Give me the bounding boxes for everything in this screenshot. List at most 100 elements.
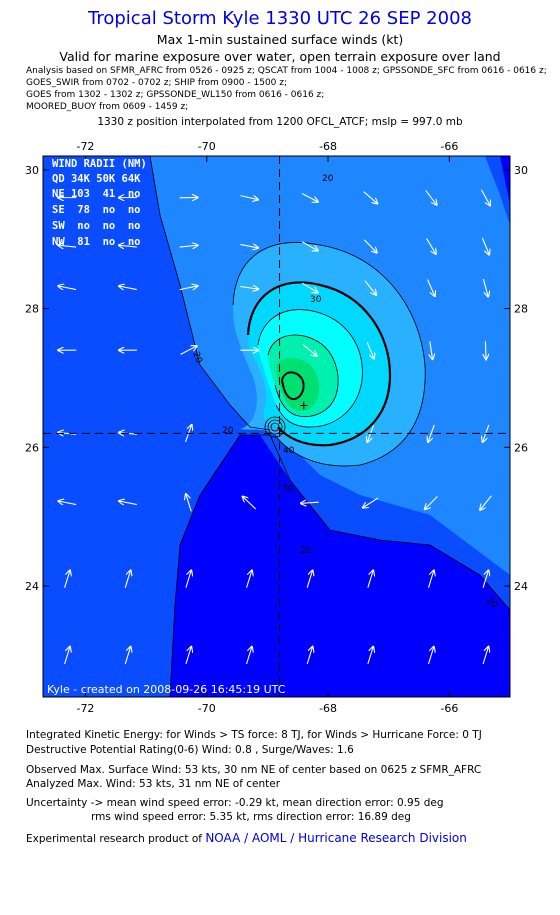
wind-vector bbox=[367, 570, 373, 588]
wind-vector bbox=[180, 346, 197, 355]
analyzed-max-line: Analyzed Max. Wind: 53 kts, 31 nm NE of … bbox=[26, 778, 281, 790]
wind-vector bbox=[58, 501, 77, 505]
y-tick-label-left: 26 bbox=[25, 441, 39, 454]
wind-vector bbox=[363, 497, 379, 508]
dpr-line: Destructive Potential Rating(0-6) Wind: … bbox=[26, 744, 354, 756]
wind-vector bbox=[306, 647, 312, 665]
wind-vector bbox=[363, 239, 377, 253]
wind-vector bbox=[425, 496, 438, 509]
wind-radii-row-sw: SW no no no bbox=[52, 220, 141, 232]
y-tick-label-right: 26 bbox=[514, 441, 528, 454]
wind-vector bbox=[64, 647, 70, 665]
y-tick-label-right: 30 bbox=[514, 164, 528, 177]
isotach-20-south bbox=[269, 434, 510, 611]
isotach-20-east bbox=[169, 434, 270, 697]
wind-vector bbox=[58, 245, 77, 247]
wind-vector bbox=[301, 282, 317, 292]
wind-vector bbox=[306, 570, 312, 588]
valid-note: Valid for marine exposure over water, op… bbox=[59, 49, 501, 64]
max-wind-marker: + bbox=[299, 399, 309, 413]
analysis-line-2: GOES_SWIR from 0702 - 0702 z; SHIP from … bbox=[26, 78, 288, 88]
contour-label-2: 30 bbox=[310, 295, 322, 305]
y-tick-label-left: 28 bbox=[25, 303, 39, 316]
y-tick-label-left: 30 bbox=[25, 164, 39, 177]
contour-fill-layer bbox=[43, 156, 510, 697]
wind-vector bbox=[301, 241, 318, 251]
chart-subtitle: Max 1-min sustained surface winds (kt) bbox=[156, 32, 404, 47]
wind-vector bbox=[185, 647, 191, 665]
wind-vector bbox=[58, 286, 77, 290]
hrd-link[interactable]: NOAA / AOML / Hurricane Research Divisio… bbox=[205, 831, 467, 845]
wind-vector bbox=[480, 189, 490, 206]
wind-vector bbox=[430, 341, 433, 359]
plot-frame bbox=[42, 155, 511, 698]
x-tick-label-bottom: -68 bbox=[319, 702, 337, 715]
isotach-34 bbox=[246, 281, 392, 447]
position-note: 1330 z position interpolated from 1200 O… bbox=[97, 116, 463, 128]
contour-label-6: 40 bbox=[283, 446, 295, 456]
wind-vector bbox=[240, 195, 258, 200]
wind-vector bbox=[482, 647, 488, 665]
wind-radii-row-nw: NW 81 no no bbox=[52, 236, 141, 248]
isotach-40 bbox=[257, 309, 363, 428]
isotach-30 bbox=[232, 242, 426, 467]
product-credit: Experimental research product of NOAA / … bbox=[26, 831, 467, 845]
wind-vector bbox=[482, 278, 488, 296]
x-tick-label-top: -68 bbox=[319, 140, 337, 153]
eye-ring-1 bbox=[270, 422, 280, 432]
wind-radii-row-se: SE 78 no no bbox=[52, 204, 141, 216]
wind-vector bbox=[246, 570, 252, 588]
x-tick-label-bottom: -70 bbox=[198, 702, 216, 715]
wind-radii-columns: QD 34K 50K 64K bbox=[52, 173, 141, 185]
wind-vector bbox=[364, 280, 376, 295]
wind-vector bbox=[119, 245, 137, 247]
wind-vector bbox=[186, 494, 192, 512]
x-tick-label-top: -72 bbox=[76, 140, 94, 153]
wind-contour-plot: + -72 -72 -70 -70 -68 -68 -66 -66 30 30 28 28 26 26 24… bbox=[25, 140, 528, 715]
wind-vector bbox=[301, 192, 318, 201]
wind-vector bbox=[240, 244, 258, 247]
wind-vector bbox=[124, 570, 130, 588]
isotach-50 bbox=[280, 371, 305, 401]
x-tick-label-top: -70 bbox=[198, 140, 216, 153]
wind-vector bbox=[243, 497, 257, 510]
wind-vector bbox=[367, 647, 373, 665]
uncertainty-line-1: Uncertainty -> mean wind speed error: -0… bbox=[26, 797, 444, 809]
isotach-45 bbox=[267, 334, 339, 417]
wind-radii-row-ne: NE 103 41 no bbox=[52, 188, 141, 200]
eye-ring-3 bbox=[264, 416, 286, 438]
wind-vector bbox=[64, 570, 70, 588]
y-tick-label-right: 24 bbox=[514, 580, 528, 593]
wind-vector bbox=[302, 343, 317, 356]
contour-band-53 bbox=[282, 372, 304, 400]
wind-vector bbox=[246, 647, 252, 665]
contour-label-5: 30 bbox=[282, 484, 294, 494]
analysis-line-1: Analysis based on SFMR_AFRC from 0526 - … bbox=[26, 66, 547, 76]
wind-vector bbox=[426, 238, 436, 253]
contour-label-4: 20 bbox=[222, 426, 234, 436]
wind-vector-layer bbox=[58, 189, 492, 665]
wind-vector bbox=[485, 341, 486, 359]
analysis-line-3: GOES from 1302 - 1302 z; GPSSONDE_WL150 … bbox=[26, 90, 325, 100]
x-tick-label-bottom: -72 bbox=[76, 702, 94, 715]
wind-vector bbox=[428, 424, 435, 442]
wind-vector bbox=[363, 191, 378, 204]
credit-line: Kyle - created on 2008-09-26 16:45:19 UT… bbox=[47, 683, 286, 696]
wind-vector bbox=[185, 570, 191, 588]
chart-title: Tropical Storm Kyle 1330 UTC 26 SEP 2008 bbox=[88, 8, 472, 29]
uncertainty-line-2: rms wind speed error: 5.35 kt, rms direc… bbox=[91, 811, 411, 823]
analysis-line-4: MOORED_BUOY from 0609 - 1459 z; bbox=[26, 102, 189, 112]
wind-vector bbox=[481, 237, 489, 255]
contour-line-layer bbox=[149, 156, 510, 697]
wind-radii-header: WIND RADII (NM) bbox=[52, 158, 147, 170]
product-prefix: Experimental research product of bbox=[26, 833, 202, 845]
isotach-20-west bbox=[149, 156, 271, 431]
wind-vector bbox=[58, 433, 77, 435]
wind-vector bbox=[179, 286, 198, 290]
eye-ring-2 bbox=[267, 419, 283, 435]
wind-vector bbox=[119, 286, 137, 290]
wind-vector bbox=[124, 647, 130, 665]
wind-vector bbox=[366, 341, 374, 359]
wind-vector bbox=[240, 286, 258, 289]
wind-vector bbox=[482, 570, 488, 588]
